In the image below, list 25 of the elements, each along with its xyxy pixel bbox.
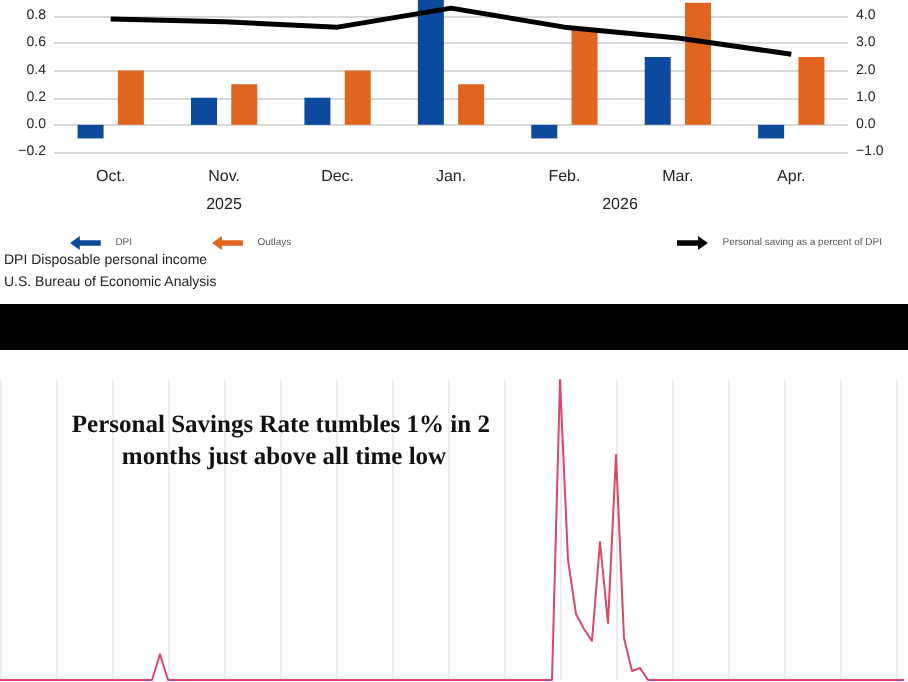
bar bbox=[798, 57, 825, 125]
x-tick-label: Dec. bbox=[321, 167, 355, 185]
bar bbox=[117, 70, 144, 125]
line-series bbox=[108, 5, 794, 57]
bar bbox=[344, 70, 371, 125]
bar bbox=[644, 57, 671, 125]
bar bbox=[758, 124, 785, 139]
bar bbox=[417, 0, 444, 125]
bar bbox=[190, 97, 217, 125]
bar bbox=[685, 2, 712, 125]
text: 2026 bbox=[602, 195, 639, 213]
bar bbox=[531, 124, 558, 139]
bar bbox=[458, 84, 485, 125]
x-tick-label: Mar. bbox=[662, 167, 694, 185]
bar bbox=[231, 84, 258, 125]
text: 2025 bbox=[206, 195, 243, 213]
x-tick-label: Nov. bbox=[208, 167, 240, 185]
x-tick-label: Feb. bbox=[548, 167, 581, 185]
x-tick-label: Apr. bbox=[777, 167, 806, 185]
text: Personal Savings Rate tumbles 1% in 2 months just above all time low bbox=[71, 410, 497, 470]
x-tick-label: Oct. bbox=[96, 167, 126, 185]
x-tick-label: Jan. bbox=[435, 167, 467, 185]
bar bbox=[77, 124, 104, 139]
bar bbox=[304, 97, 331, 125]
bar bbox=[571, 29, 598, 125]
